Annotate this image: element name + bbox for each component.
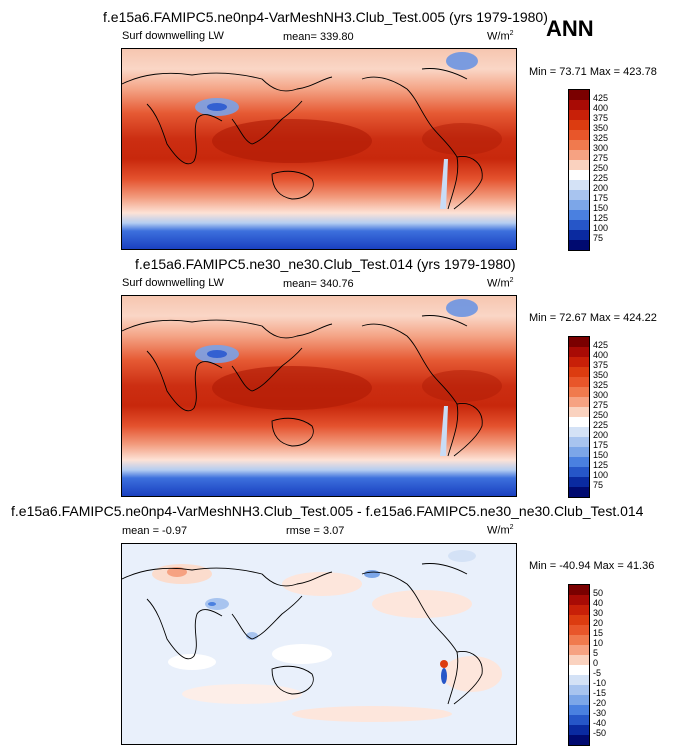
- cbar-tick: 75: [593, 233, 604, 243]
- panel-2-colorbar: [568, 336, 590, 498]
- cbar-tick: 30: [593, 608, 604, 618]
- panel-3-title: f.e15a6.FAMIPC5.ne0np4-VarMeshNH3.Club_T…: [11, 503, 644, 519]
- panel-3-map-svg: [122, 544, 516, 744]
- panel-2-map: [121, 295, 517, 497]
- cbar-tick: 250: [593, 163, 609, 173]
- cbar-tick: 10: [593, 638, 604, 648]
- cbar-tick: 75: [593, 480, 604, 490]
- cbar-tick: -15: [593, 688, 607, 698]
- cbar-tick: 425: [593, 93, 609, 103]
- cbar-tick: -30: [593, 708, 607, 718]
- cbar-tick: 300: [593, 390, 609, 400]
- cbar-tick: 100: [593, 223, 609, 233]
- cbar-tick: 175: [593, 440, 609, 450]
- panel-3-map: [121, 543, 517, 745]
- season-label: ANN: [546, 16, 594, 41]
- panel-1-variable: Surf downwelling LW: [122, 30, 224, 42]
- cbar-tick: 400: [593, 350, 609, 360]
- panel-1-mean: mean= 339.80: [283, 31, 354, 43]
- panel-1-minmax: Min = 73.71 Max = 423.78: [529, 66, 657, 78]
- cbar-tick: 375: [593, 360, 609, 370]
- cbar-tick: -10: [593, 678, 607, 688]
- panel-1-title: f.e15a6.FAMIPC5.ne0np4-VarMeshNH3.Club_T…: [103, 9, 548, 25]
- cbar-tick: 325: [593, 133, 609, 143]
- panel-3-mean: mean = -0.97: [122, 525, 188, 537]
- cbar-tick: 400: [593, 103, 609, 113]
- panel-3-units: W/m2: [487, 524, 514, 537]
- cbar-tick: 150: [593, 203, 609, 213]
- panel-1-map-svg: [122, 49, 516, 249]
- cbar-tick: 425: [593, 340, 609, 350]
- cbar-tick: 100: [593, 470, 609, 480]
- cbar-tick: 150: [593, 450, 609, 460]
- cbar-tick: 350: [593, 123, 609, 133]
- cbar-tick: 0: [593, 658, 599, 668]
- cbar-tick: 275: [593, 153, 609, 163]
- cbar-tick: 300: [593, 143, 609, 153]
- panel-3-minmax: Min = -40.94 Max = 41.36: [529, 560, 655, 572]
- cbar-tick: 200: [593, 430, 609, 440]
- cbar-tick: 375: [593, 113, 609, 123]
- panel-2-units: W/m2: [487, 277, 514, 290]
- cbar-tick: 125: [593, 213, 609, 223]
- cbar-tick: 175: [593, 193, 609, 203]
- cbar-tick: -5: [593, 668, 602, 678]
- cbar-tick: 250: [593, 410, 609, 420]
- cbar-tick: 125: [593, 460, 609, 470]
- cbar-tick: 200: [593, 183, 609, 193]
- cbar-tick: -50: [593, 728, 607, 738]
- panel-3-colorbar: [568, 584, 590, 746]
- panel-2-title: f.e15a6.FAMIPC5.ne30_ne30.Club_Test.014 …: [135, 256, 516, 272]
- cbar-tick: -20: [593, 698, 607, 708]
- cbar-tick: 275: [593, 400, 609, 410]
- panel-2-variable: Surf downwelling LW: [122, 277, 224, 289]
- cbar-tick: 40: [593, 598, 604, 608]
- cbar-tick: 325: [593, 380, 609, 390]
- cbar-tick: 225: [593, 173, 609, 183]
- panel-2-map-svg: [122, 296, 516, 496]
- cbar-tick: 225: [593, 420, 609, 430]
- panel-1-colorbar: [568, 89, 590, 251]
- cbar-tick: 50: [593, 588, 604, 598]
- cbar-tick: -40: [593, 718, 607, 728]
- panel-1-units: W/m2: [487, 30, 514, 43]
- panel-2-minmax: Min = 72.67 Max = 424.22: [529, 312, 657, 324]
- cbar-tick: 20: [593, 618, 604, 628]
- cbar-tick: 15: [593, 628, 604, 638]
- panel-3-rmse: rmse = 3.07: [286, 525, 345, 537]
- cbar-tick: 350: [593, 370, 609, 380]
- panel-2-mean: mean= 340.76: [283, 278, 354, 290]
- cbar-tick: 5: [593, 648, 599, 658]
- panel-1-map: [121, 48, 517, 250]
